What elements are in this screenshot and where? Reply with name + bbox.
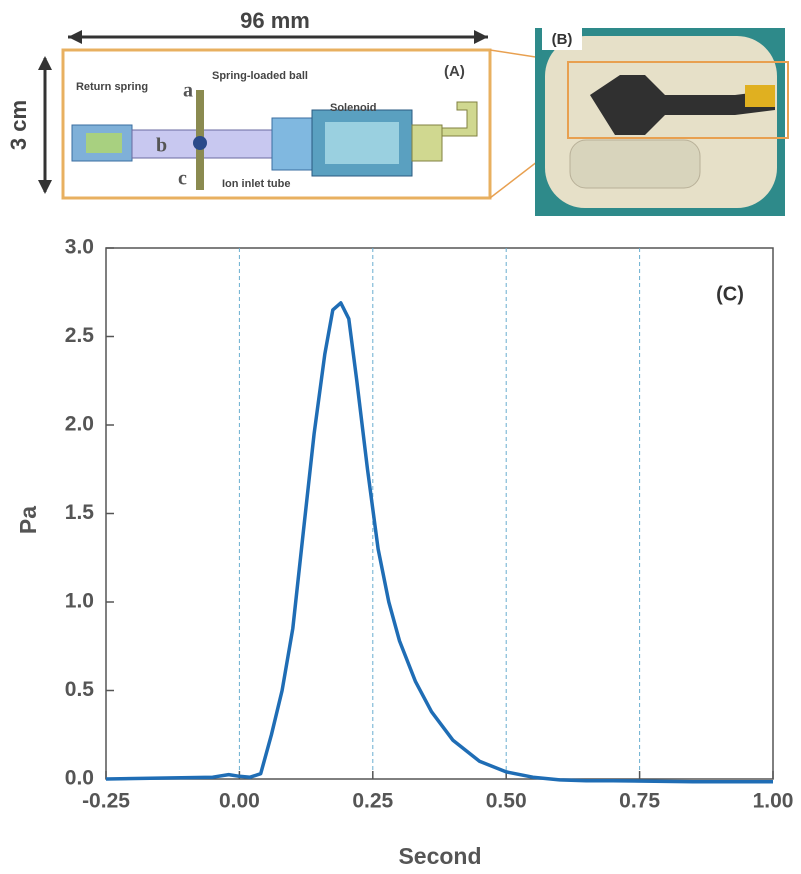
plot-frame [105,247,774,780]
plate-window [569,139,701,189]
x-tick-label: 0.75 [619,790,660,813]
y-tick-label: 1.0 [65,590,94,613]
connector-part [745,85,775,107]
x-axis-label: Second [398,843,481,869]
x-tick-label: 0.50 [486,790,527,813]
photo-highlight [567,61,789,139]
y-tick-label: 1.5 [65,501,95,524]
y-tick-label: 0.5 [65,678,95,701]
label-c: c [178,168,187,190]
y-tick-label: 2.5 [65,324,95,347]
y-tick-label: 0.0 [65,767,94,790]
ball [193,136,207,150]
solenoid-label: Solenoid [330,102,376,114]
bracket [441,101,478,137]
label-a: a [183,80,193,102]
x-tick-label: -0.25 [82,790,130,813]
y-tick-label: 3.0 [65,236,94,259]
coupler [271,117,313,171]
width-label: 96 mm [240,8,310,33]
return-spring-label: Return spring [76,81,148,93]
end-cap [411,124,443,162]
inlet-label: Ion inlet tube [222,178,290,190]
device [590,75,775,135]
data-line [105,301,773,784]
ball-label: Spring-loaded ball [212,70,308,82]
arrow-heads [38,56,52,194]
x-tick-label: 0.25 [352,790,393,813]
chart: (C) Second Pa -0.25 0.00 0.25 0.50 0.75 1.00 0… [15,236,793,870]
photo: (B) [535,26,789,216]
label-b: b [156,135,167,157]
x-tick-label: 0.00 [219,790,260,813]
panel-b-label: (B) [552,31,573,48]
panel-c-label: (C) [716,283,744,305]
solenoid-core [325,122,399,164]
y-axis-label: Pa [15,506,41,534]
x-tick-label: 1.00 [753,790,794,813]
label-bg [542,26,582,50]
y-tick-label: 2.0 [65,413,94,436]
spring [86,133,122,153]
height-label: 3 cm [6,100,31,150]
panel-a-label: (A) [444,63,465,80]
diagram: 96 mm 3 cm Return spring Spring-loaded b… [6,8,569,200]
